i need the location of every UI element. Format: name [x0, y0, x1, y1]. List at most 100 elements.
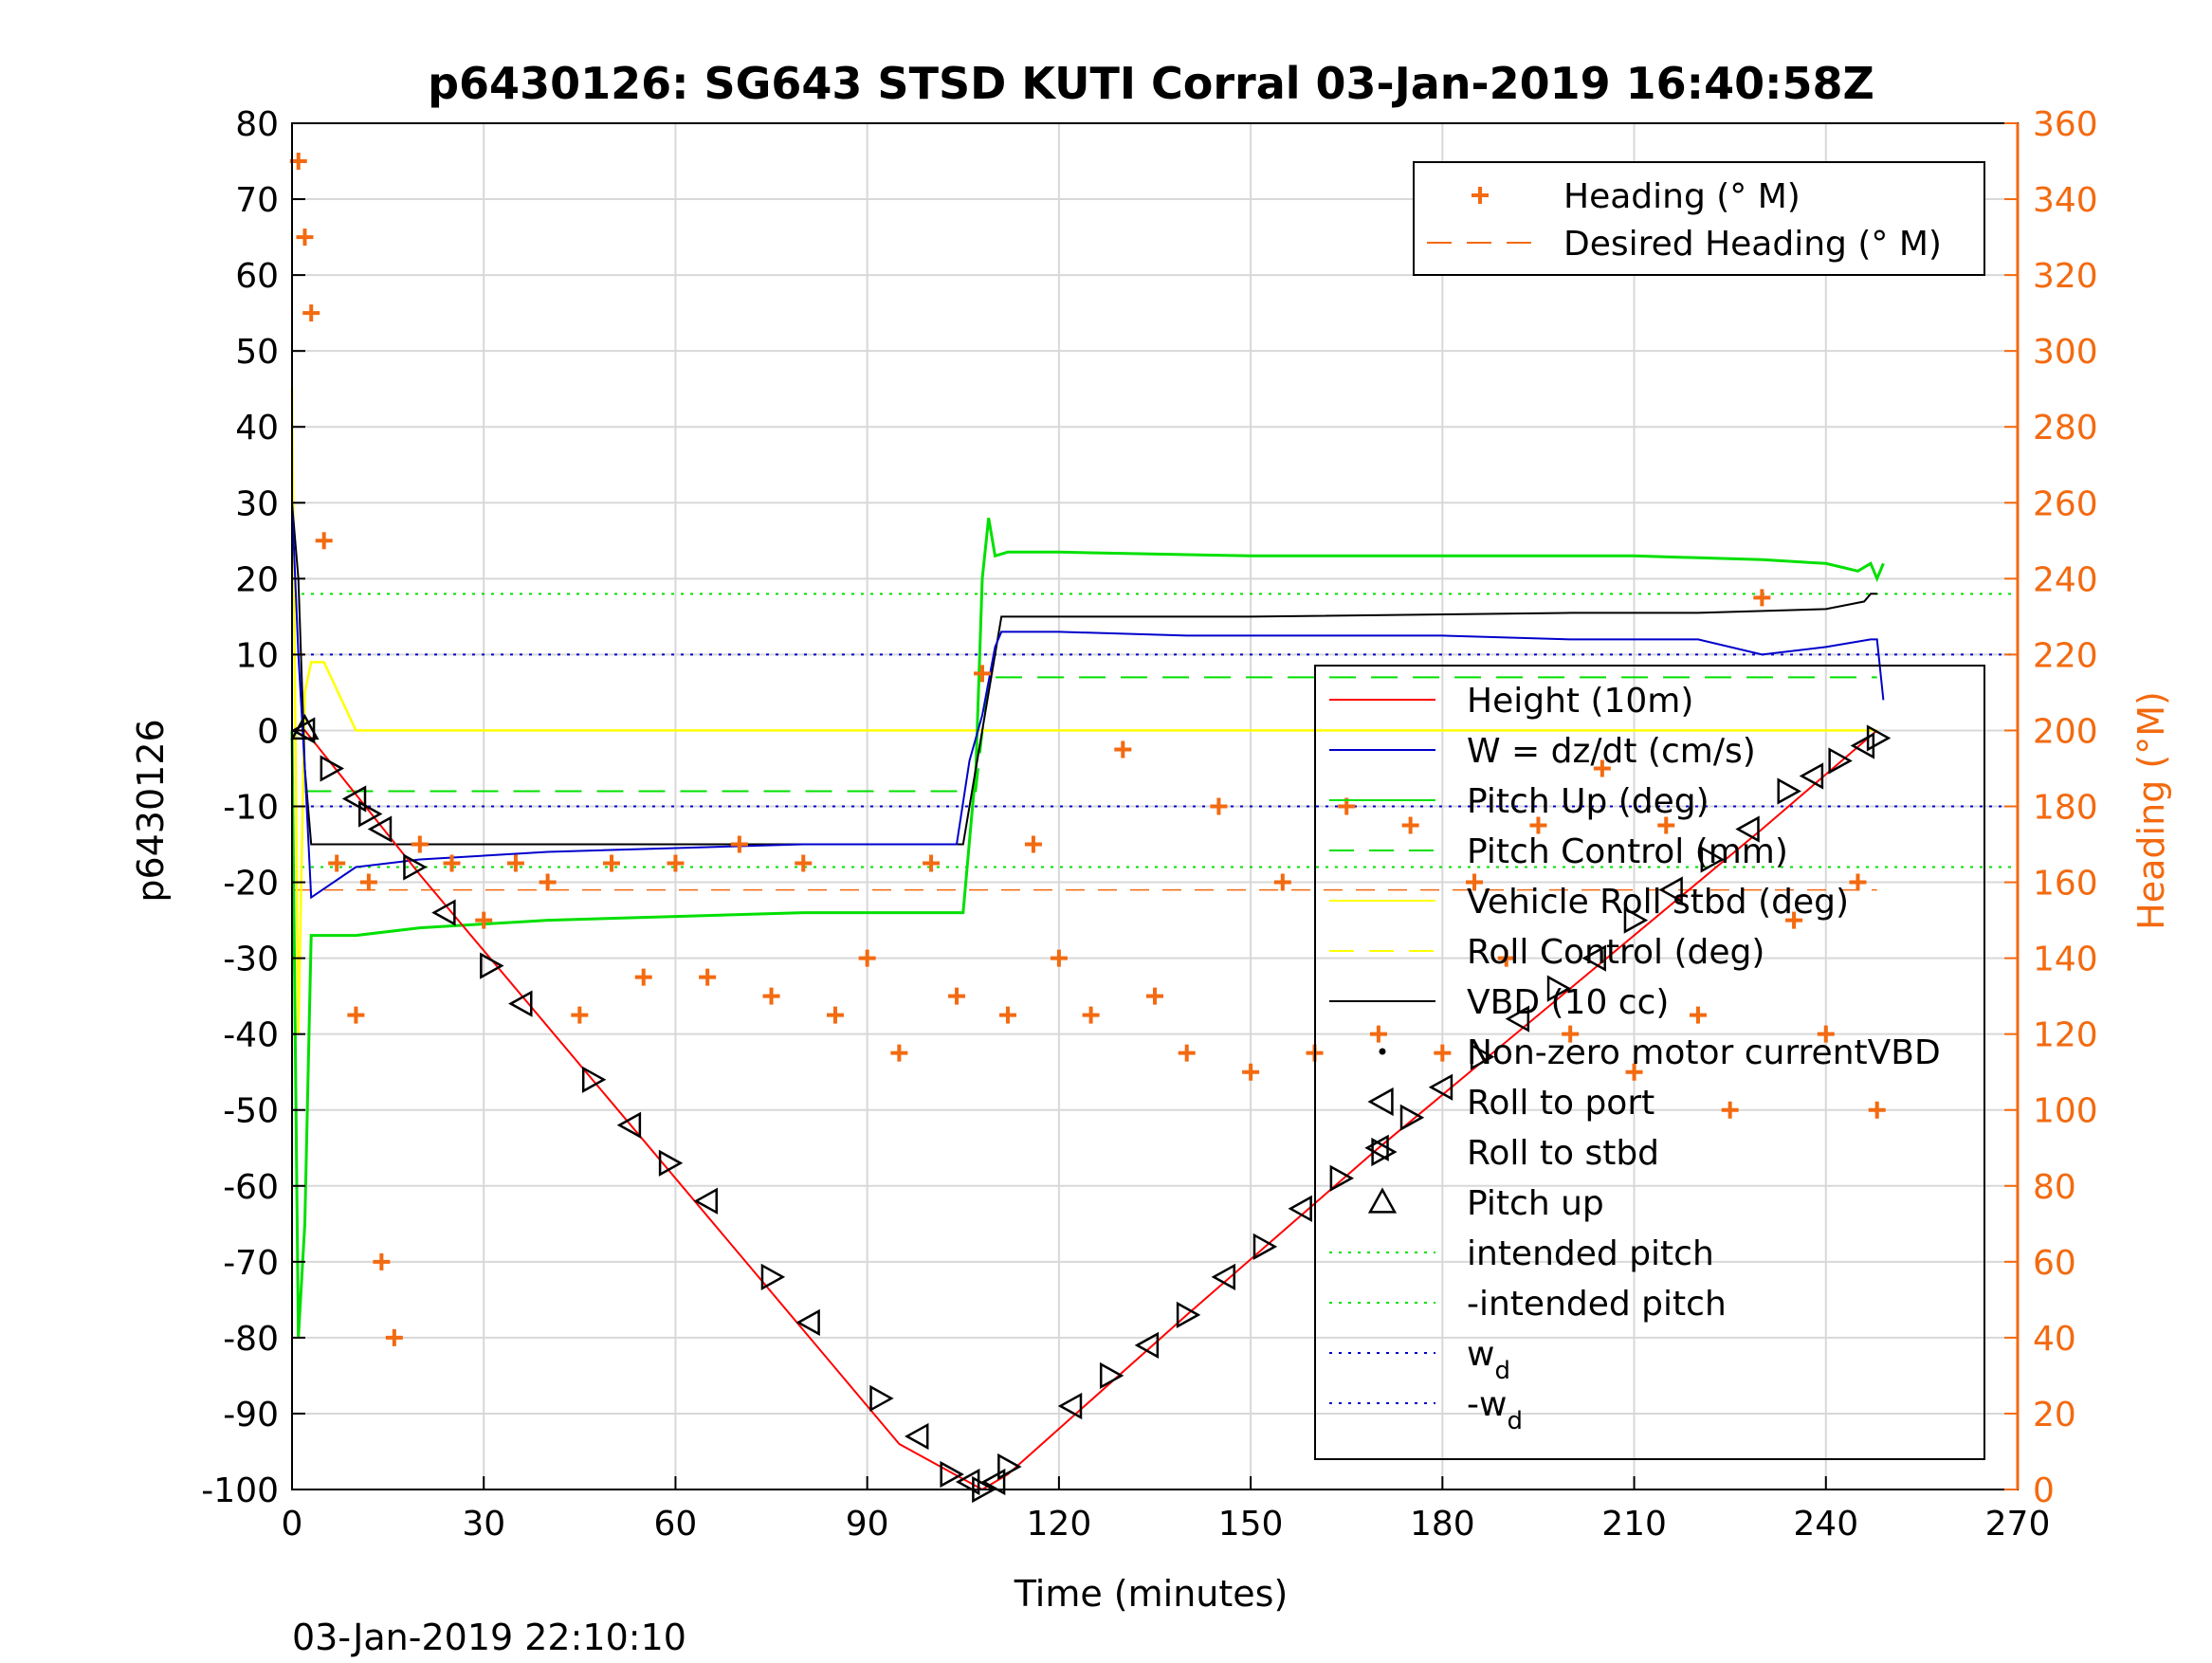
heading-point	[948, 987, 966, 1005]
y2-tick-label: 120	[2033, 1016, 2098, 1055]
heading-point	[1466, 873, 1484, 891]
y-tick-label: -60	[223, 1168, 279, 1207]
y-tick-label: -20	[223, 865, 279, 904]
roll-to-port-marker	[616, 1111, 642, 1139]
legend-main-box	[1314, 665, 1985, 1460]
heading-point	[1657, 816, 1675, 834]
x-tick-label: 60	[654, 1505, 698, 1544]
legend-main-label: Pitch Control (mm)	[1467, 832, 1788, 871]
heading-point	[1868, 1101, 1886, 1119]
roll-to-stbd-marker	[1099, 1361, 1124, 1390]
roll-to-stbd-marker	[581, 1066, 607, 1093]
legend-swatch	[1371, 1137, 1398, 1167]
roll-to-stbd-marker	[403, 853, 428, 881]
x-tick-label: 120	[1027, 1505, 1092, 1544]
series-pitch-up-deg	[290, 518, 1885, 1338]
legend-top-label: Heading (° M)	[1563, 177, 1801, 216]
roll-to-port-marker	[693, 1187, 718, 1215]
heading-point	[302, 304, 320, 322]
y2-tick-label: 360	[2033, 105, 2098, 144]
legend-main-label: Vehicle Roll stbd (deg)	[1467, 883, 1849, 922]
y2-tick-label: 80	[2033, 1168, 2076, 1207]
y2-tick-label: 20	[2033, 1396, 2076, 1435]
y2-tick-label: 100	[2033, 1092, 2098, 1131]
heading-point	[1562, 1025, 1580, 1043]
roll-to-stbd-marker	[1700, 846, 1726, 873]
footer-timestamp: 03-Jan-2019 22:10:10	[292, 1617, 686, 1658]
y-tick-label: 0	[257, 712, 279, 751]
heading-point	[699, 968, 717, 986]
y2-tick-label: 340	[2033, 181, 2098, 220]
heading-point	[571, 1006, 589, 1024]
legend-top-box	[1413, 161, 1985, 276]
chart-title: p6430126: SG643 STSD KUTI Corral 03-Jan-…	[428, 58, 1874, 109]
y2-tick-label: 40	[2033, 1320, 2076, 1359]
heading-point	[890, 1044, 908, 1062]
heading-point	[974, 665, 991, 683]
y2-tick-label: 140	[2033, 941, 2098, 979]
heading-point	[1497, 949, 1515, 967]
roll-to-port-marker	[367, 815, 393, 843]
roll-to-stbd-marker	[358, 800, 383, 828]
roll-to-port-marker	[1134, 1331, 1160, 1360]
roll-to-port-marker	[1581, 944, 1606, 972]
heading-point	[923, 854, 941, 872]
roll-to-stbd-marker	[1777, 777, 1801, 805]
legend-top-label: Desired Heading (° M)	[1563, 225, 1942, 264]
heading-point	[762, 987, 780, 1005]
y-tick-label: -70	[223, 1244, 279, 1283]
legend-top: Heading (° M) Desired Heading (° M)	[1413, 161, 1985, 276]
legend-subscript: d	[1494, 1357, 1510, 1385]
legend-main-label: Pitch up	[1467, 1184, 1604, 1223]
roll-to-stbd-marker	[1866, 724, 1892, 752]
heading-point	[858, 949, 876, 967]
roll-to-stbd-marker	[997, 1453, 1022, 1481]
heading-point	[667, 854, 685, 872]
y2-tick-label: 160	[2033, 865, 2098, 904]
axis-layer: 0 30 60 90 120 150 180 210 240 270-100-90-80-70-6…	[201, 105, 2097, 1544]
roll-to-port-marker	[1505, 1005, 1530, 1033]
heading-point	[411, 835, 429, 853]
y2-tick-label: 280	[2033, 409, 2098, 448]
legend-main-label: Roll to port	[1467, 1084, 1654, 1123]
y2-tick-label: 220	[2033, 636, 2098, 675]
heading-point	[328, 854, 346, 872]
x-tick-label: 270	[1985, 1505, 2051, 1544]
y2-tick-label: 0	[2033, 1471, 2055, 1510]
roll-to-stbd-marker	[1329, 1164, 1355, 1192]
roll-to-stbd-marker	[480, 952, 504, 979]
heading-point	[1401, 816, 1419, 834]
heading-point	[1434, 1044, 1452, 1062]
roll-to-stbd-marker	[1176, 1301, 1201, 1328]
heading-point	[1785, 911, 1803, 929]
y-tick-label: -90	[223, 1396, 279, 1435]
y2-tick-label: 300	[2033, 333, 2098, 372]
y2-tick-label: 60	[2033, 1244, 2076, 1283]
y2-tick-label: 200	[2033, 712, 2098, 751]
roll-to-stbd-marker	[1546, 975, 1572, 1002]
heading-point	[1146, 987, 1163, 1005]
heading-point	[1369, 1025, 1387, 1043]
legend-main-label: Height (10m)	[1467, 682, 1693, 721]
heading-point	[603, 854, 621, 872]
y-axis-label: p6430126	[130, 719, 172, 902]
legend-main-label: Roll to stbd	[1467, 1134, 1659, 1173]
roll-to-port-marker	[1211, 1263, 1235, 1290]
heading-point	[998, 1006, 1016, 1024]
roll-to-stbd-marker	[320, 755, 345, 782]
roll-to-stbd-marker	[940, 1460, 964, 1489]
heading-point	[1593, 759, 1611, 777]
y2-axis-label: Heading (°M)	[2130, 691, 2172, 930]
heading-point	[1529, 816, 1547, 834]
roll-to-port-marker	[795, 1308, 820, 1337]
heading-point	[1273, 873, 1291, 891]
roll-to-port-marker	[431, 899, 456, 926]
legend-main-label: Non-zero motor currentVBD	[1467, 1033, 1941, 1072]
roll-to-port-marker	[905, 1422, 929, 1451]
heading-point	[730, 835, 748, 853]
roll-to-stbd-marker	[1828, 747, 1853, 775]
series-w-dz-dt-cm-s	[291, 503, 1885, 900]
roll-to-port-marker	[1428, 1073, 1453, 1101]
y-tick-label: 30	[235, 484, 279, 523]
heading-point	[443, 854, 461, 872]
